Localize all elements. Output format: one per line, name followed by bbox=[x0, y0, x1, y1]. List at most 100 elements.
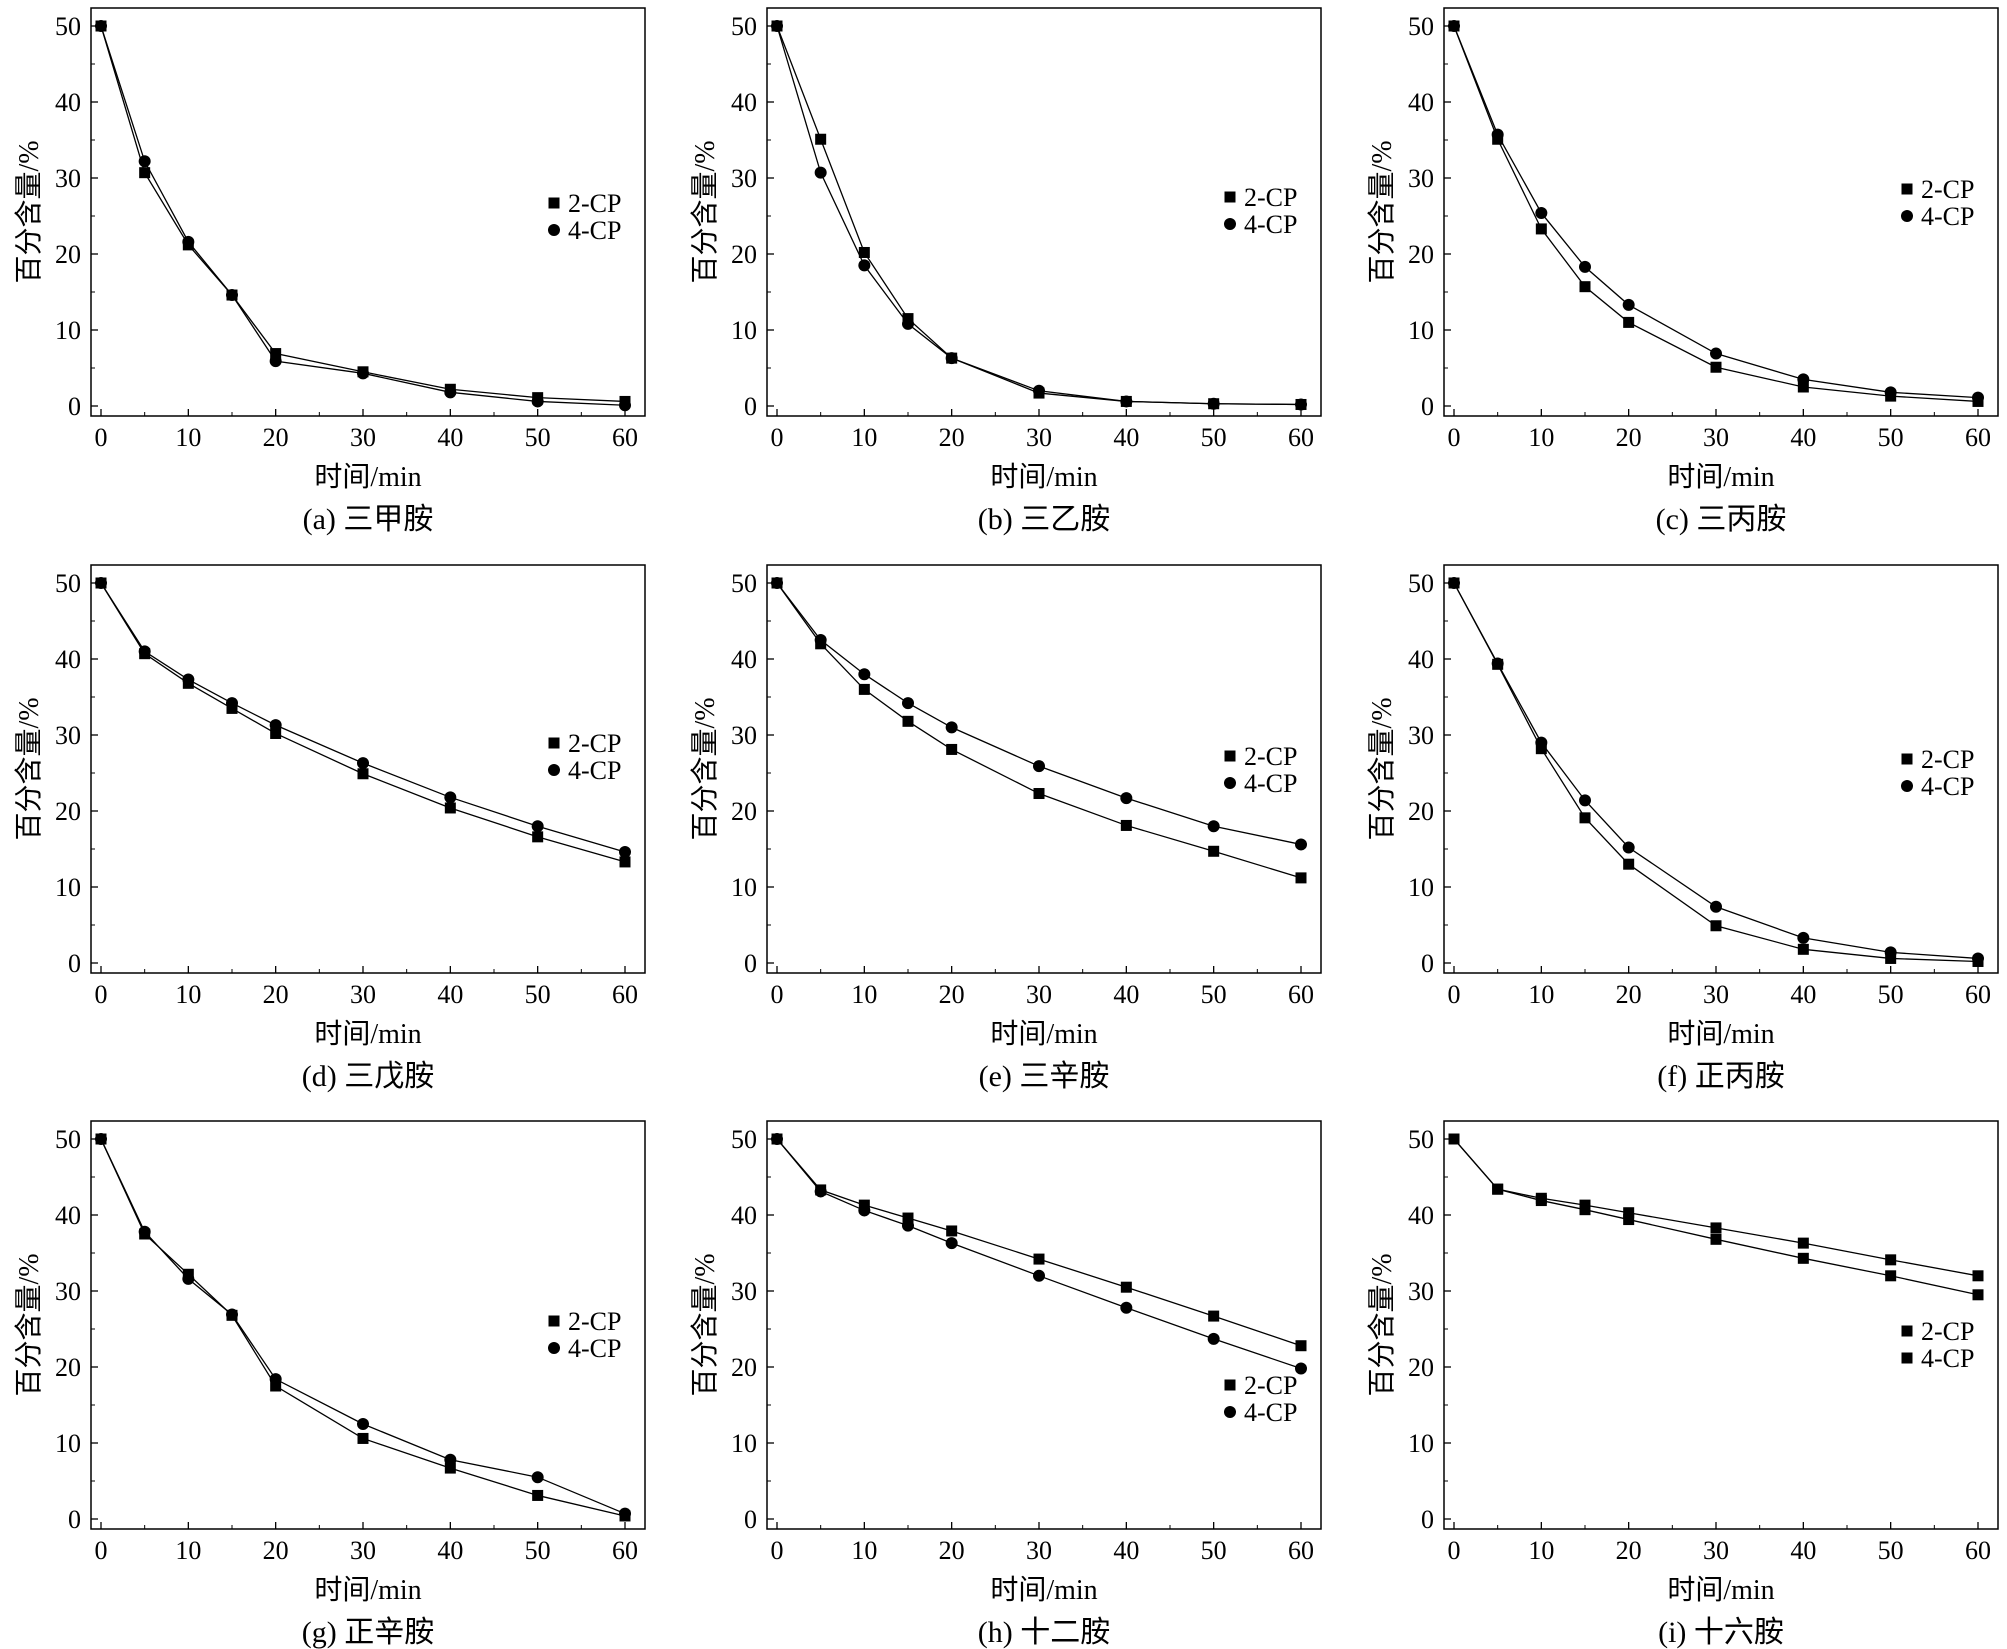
data-point-2-cp bbox=[444, 1462, 456, 1474]
plot-frame bbox=[766, 7, 1322, 417]
x-tick-label: 20 bbox=[263, 1536, 289, 1565]
series-line-2-cp bbox=[1453, 25, 1979, 403]
data-point-4-cp bbox=[1579, 260, 1591, 273]
series-line-2-cp bbox=[100, 582, 626, 863]
chart-panel-a: 0 10 20 30 40 50 60 0 10 20 30 40 50 时间/min 百分含量/% (a) … bbox=[13, 7, 646, 536]
data-point-4-cp bbox=[138, 155, 151, 168]
panel-caption: (d) 三戊胺 bbox=[302, 1060, 434, 1093]
data-point-4-cp bbox=[1579, 794, 1591, 807]
y-tick-label: 40 bbox=[731, 645, 757, 674]
series-line-4-cp bbox=[100, 582, 626, 853]
series-line-4-cp bbox=[100, 25, 626, 406]
data-point-4-cp bbox=[1710, 900, 1722, 913]
data-point-4-cp bbox=[1972, 1289, 1984, 1301]
x-tick-label: 50 bbox=[1201, 423, 1227, 452]
y-tick-label: 10 bbox=[1408, 316, 1434, 345]
data-point-4-cp bbox=[1710, 347, 1722, 360]
data-point-4-cp bbox=[138, 645, 151, 658]
x-axis-label: 时间/min bbox=[990, 1574, 1097, 1606]
data-point-2-cp bbox=[1208, 1310, 1220, 1322]
data-point-4-cp bbox=[1972, 952, 1984, 965]
y-tick-label: 50 bbox=[1408, 12, 1434, 41]
x-axis-label: 时间/min bbox=[314, 1018, 421, 1050]
data-point-2-cp bbox=[270, 348, 282, 360]
y-axis-label: 百分含量/% bbox=[1366, 697, 1398, 840]
x-axis-label: 时间/min bbox=[314, 1574, 421, 1606]
legend-label-2-cp: 2-CP bbox=[568, 189, 621, 218]
x-tick-label: 20 bbox=[263, 980, 289, 1009]
data-point-2-cp bbox=[1120, 1281, 1132, 1293]
series-line-2-cp bbox=[100, 25, 626, 403]
x-axis-label: 时间/min bbox=[1667, 461, 1774, 493]
data-point-4-cp bbox=[1535, 736, 1548, 749]
x-tick-label: 30 bbox=[350, 980, 376, 1009]
data-point-2-cp bbox=[902, 1212, 914, 1224]
series-line-4-cp bbox=[776, 582, 1302, 846]
x-tick-label: 0 bbox=[95, 980, 108, 1009]
data-point-4-cp bbox=[858, 668, 871, 681]
data-point-2-cp bbox=[1972, 1270, 1984, 1282]
data-point-2-cp bbox=[1579, 281, 1591, 293]
y-tick-label: 30 bbox=[55, 164, 81, 193]
y-tick-label: 0 bbox=[1421, 392, 1434, 421]
x-tick-label: 60 bbox=[1288, 980, 1314, 1009]
x-tick-label: 20 bbox=[939, 423, 965, 452]
y-tick-label: 30 bbox=[55, 721, 81, 750]
data-point-4-cp bbox=[902, 1219, 914, 1232]
legend-label-2-cp: 2-CP bbox=[1921, 1317, 1974, 1346]
legend-label-2-cp: 2-CP bbox=[568, 729, 621, 758]
y-tick-label: 50 bbox=[55, 12, 81, 41]
x-tick-label: 50 bbox=[1201, 1536, 1227, 1565]
y-tick-label: 20 bbox=[1408, 797, 1434, 826]
data-point-4-cp bbox=[771, 1133, 783, 1145]
data-point-4-cp bbox=[226, 697, 238, 710]
series-line-2-cp bbox=[1453, 1138, 1979, 1277]
y-axis-label: 百分含量/% bbox=[13, 140, 45, 283]
data-point-2-cp bbox=[619, 856, 631, 868]
data-point-4-cp bbox=[357, 367, 369, 380]
y-tick-label: 0 bbox=[1421, 949, 1434, 978]
y-tick-label: 20 bbox=[731, 1353, 757, 1382]
data-point-2-cp bbox=[1295, 872, 1307, 884]
y-tick-label: 40 bbox=[731, 88, 757, 117]
x-axis-label: 时间/min bbox=[1667, 1018, 1774, 1050]
x-tick-label: 50 bbox=[525, 980, 551, 1009]
data-point-2-cp bbox=[1623, 316, 1635, 328]
legend-label-4-cp: 4-CP bbox=[1921, 772, 1974, 801]
series-line-4-cp bbox=[1453, 1138, 1979, 1296]
y-tick-label: 20 bbox=[55, 797, 81, 826]
legend-label-2-cp: 2-CP bbox=[1244, 1371, 1297, 1400]
y-tick-label: 20 bbox=[55, 240, 81, 269]
data-point-2-cp bbox=[1120, 819, 1132, 831]
data-point-4-cp bbox=[1295, 1362, 1307, 1375]
y-tick-label: 10 bbox=[55, 873, 81, 902]
y-tick-label: 40 bbox=[1408, 88, 1434, 117]
x-tick-label: 20 bbox=[1616, 1536, 1642, 1565]
data-point-2-cp bbox=[858, 683, 870, 695]
y-tick-label: 50 bbox=[1408, 1125, 1434, 1154]
legend-marker-4-cp bbox=[548, 224, 560, 236]
y-tick-label: 50 bbox=[55, 1125, 81, 1154]
data-point-4-cp bbox=[945, 352, 958, 365]
data-point-4-cp bbox=[814, 166, 827, 179]
plot-frame bbox=[90, 7, 646, 417]
y-tick-label: 10 bbox=[1408, 873, 1434, 902]
legend-marker-4-cp bbox=[548, 764, 560, 776]
data-point-2-cp bbox=[270, 727, 282, 739]
data-point-2-cp bbox=[1033, 1253, 1045, 1265]
legend-label-4-cp: 4-CP bbox=[568, 756, 621, 785]
data-point-4-cp bbox=[858, 1204, 871, 1217]
y-tick-label: 30 bbox=[1408, 721, 1434, 750]
legend-label-2-cp: 2-CP bbox=[1921, 175, 1974, 204]
data-point-4-cp bbox=[1797, 1252, 1809, 1264]
chart-panel-g: 0 10 20 30 40 50 60 0 10 20 30 40 50 时间/min 百分含量/% (g) … bbox=[13, 1120, 646, 1649]
y-tick-label: 0 bbox=[744, 392, 757, 421]
legend-label-4-cp: 4-CP bbox=[568, 216, 621, 245]
legend-label-2-cp: 2-CP bbox=[1244, 742, 1297, 771]
y-tick-label: 30 bbox=[731, 721, 757, 750]
data-point-4-cp bbox=[945, 1237, 958, 1250]
y-tick-label: 30 bbox=[1408, 1277, 1434, 1306]
data-point-4-cp bbox=[1884, 386, 1897, 399]
panel-caption: (i) 十六胺 bbox=[1658, 1616, 1784, 1649]
legend-marker-2-cp bbox=[1224, 191, 1236, 203]
